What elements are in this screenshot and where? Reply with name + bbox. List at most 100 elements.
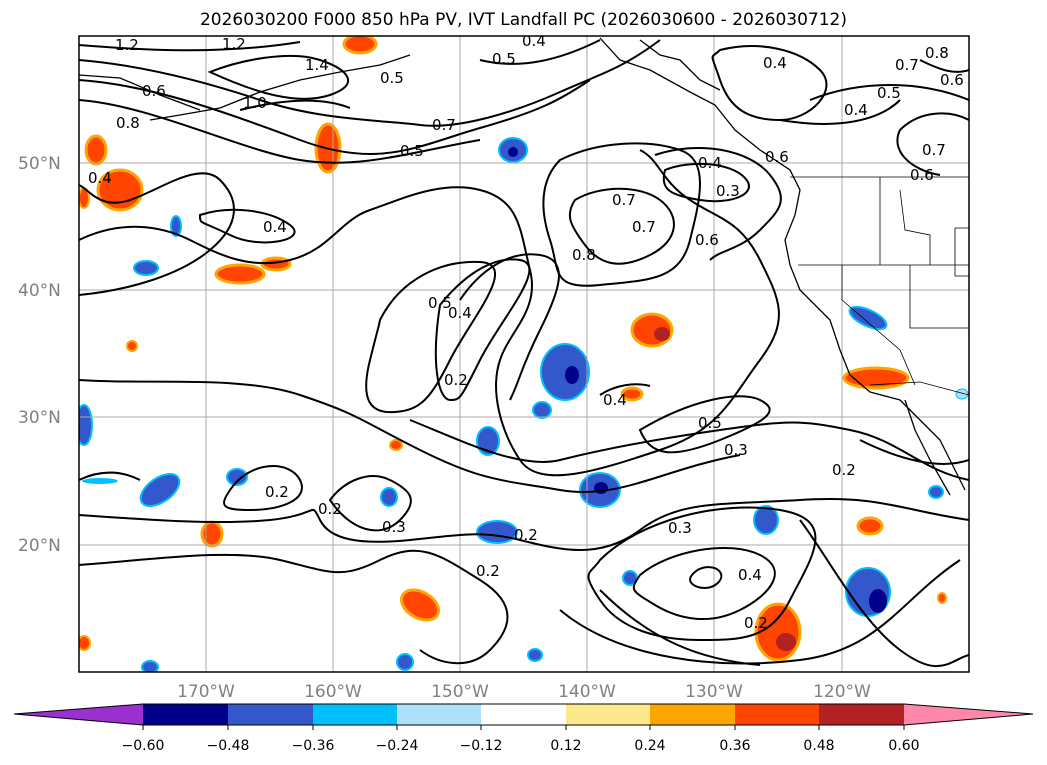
colorbar: −0.60 −0.48 −0.36 −0.24 −0.12 0.12 0.24 … xyxy=(13,703,1034,754)
lon-label: 170°W xyxy=(177,682,235,702)
contour-line xyxy=(711,45,828,122)
contour-label: 0.3 xyxy=(668,519,692,537)
contour-line xyxy=(198,208,296,244)
colorbar-ticks xyxy=(142,725,905,730)
pv-blob xyxy=(82,478,118,484)
lon-label: 120°W xyxy=(813,682,871,702)
state-border xyxy=(954,227,969,277)
contour-label: 0.7 xyxy=(895,56,919,74)
contour-line xyxy=(365,260,496,414)
pv-blob xyxy=(754,602,802,662)
pv-blob xyxy=(139,473,181,507)
contour-label: 0.4 xyxy=(763,54,787,72)
contour-label: 0.6 xyxy=(765,148,789,166)
lon-label: 130°W xyxy=(685,682,743,702)
pv-blob xyxy=(527,648,543,662)
contour-line xyxy=(662,162,750,203)
contour-line xyxy=(79,549,509,665)
colorbar-segment xyxy=(819,704,904,725)
contour-line xyxy=(79,149,780,477)
colorbar-segment xyxy=(313,704,397,725)
contour-label: 0.4 xyxy=(738,566,762,584)
contour-label: 0.8 xyxy=(925,44,949,62)
contour-line xyxy=(799,519,969,668)
pv-blob xyxy=(226,468,248,486)
contour-line xyxy=(239,99,351,111)
pv-blob xyxy=(133,260,159,276)
lat-label: 30°N xyxy=(18,408,61,428)
contour-label: 0.7 xyxy=(612,191,636,209)
pv-blob-core xyxy=(869,589,887,613)
state-border xyxy=(909,265,969,329)
contour-label: 0.7 xyxy=(632,218,656,236)
pv-blob xyxy=(380,487,398,507)
pv-blob xyxy=(476,520,518,544)
colorbar-tick-label: −0.60 xyxy=(122,738,165,754)
contour-line xyxy=(587,506,817,642)
pv-blob xyxy=(214,263,266,285)
contour-label: 0.2 xyxy=(265,483,289,501)
pv-positive-blobs xyxy=(79,36,947,662)
contour-label: 1.2 xyxy=(115,36,139,54)
contour-line xyxy=(896,112,969,176)
colorbar-tick-label: 0.12 xyxy=(550,738,581,754)
contour-label: 0.5 xyxy=(380,69,404,87)
contour-label: 0.4 xyxy=(698,154,722,172)
contour-label: 0.6 xyxy=(910,166,934,184)
coastline xyxy=(79,37,966,496)
contour-label: 0.5 xyxy=(428,294,452,312)
contour-label: 0.3 xyxy=(716,182,740,200)
colorbar-segment xyxy=(397,704,481,725)
contour-label: 0.7 xyxy=(432,116,456,134)
contour-line xyxy=(779,99,901,125)
contour-label: 0.4 xyxy=(263,218,287,236)
pv-blob xyxy=(170,215,182,237)
contour-label: 0.4 xyxy=(448,304,472,322)
contour-label: 0.8 xyxy=(572,246,596,264)
pv-blob xyxy=(620,386,644,402)
contour-line xyxy=(599,383,651,396)
pv-blob xyxy=(84,134,108,166)
contour-label: 0.2 xyxy=(832,461,856,479)
pv-blob xyxy=(400,588,440,622)
colorbar-segment xyxy=(143,704,228,725)
contour-label: 0.2 xyxy=(744,614,768,632)
map-frame xyxy=(78,35,970,673)
baja-coast xyxy=(904,399,951,496)
colorbar-tick-label: −0.36 xyxy=(292,738,335,754)
contour-line xyxy=(207,54,350,100)
pv-blob xyxy=(937,592,947,604)
contour-label: 1.0 xyxy=(243,94,267,112)
contour-label: 0.2 xyxy=(318,500,342,518)
pv-blob xyxy=(396,653,414,671)
contour-line xyxy=(79,41,301,52)
colorbar-segment xyxy=(566,704,650,725)
lon-label: 160°W xyxy=(304,682,362,702)
pv-blob xyxy=(141,660,159,672)
colorbar-tick-label: 0.24 xyxy=(634,738,665,754)
colorbar-tick-label: 0.36 xyxy=(719,738,750,754)
contour-line xyxy=(328,475,412,532)
pv-blob-core xyxy=(508,147,518,157)
lon-label: 150°W xyxy=(431,682,489,702)
colorbar-tick-label: −0.12 xyxy=(460,738,503,754)
graticule xyxy=(79,36,969,672)
contour-line xyxy=(223,465,303,512)
pv-contours xyxy=(79,39,969,668)
contour-line xyxy=(599,589,761,666)
contour-label: 0.5 xyxy=(400,142,424,160)
lat-label: 50°N xyxy=(18,154,61,174)
pv-blob xyxy=(540,343,590,401)
colorbar-tick-label: 0.60 xyxy=(888,738,919,754)
lon-label: 140°W xyxy=(558,682,616,702)
aleutian-chain xyxy=(149,54,411,121)
colorbar-tick-label: −0.24 xyxy=(376,738,419,754)
pv-blob-core xyxy=(565,366,579,384)
contour-line xyxy=(79,498,969,551)
pv-blob xyxy=(200,520,224,548)
contour-label: 0.6 xyxy=(940,71,964,89)
contour-line xyxy=(79,172,235,296)
contour-line xyxy=(919,59,969,73)
pv-blob xyxy=(532,401,552,419)
pv-blob xyxy=(955,388,969,400)
